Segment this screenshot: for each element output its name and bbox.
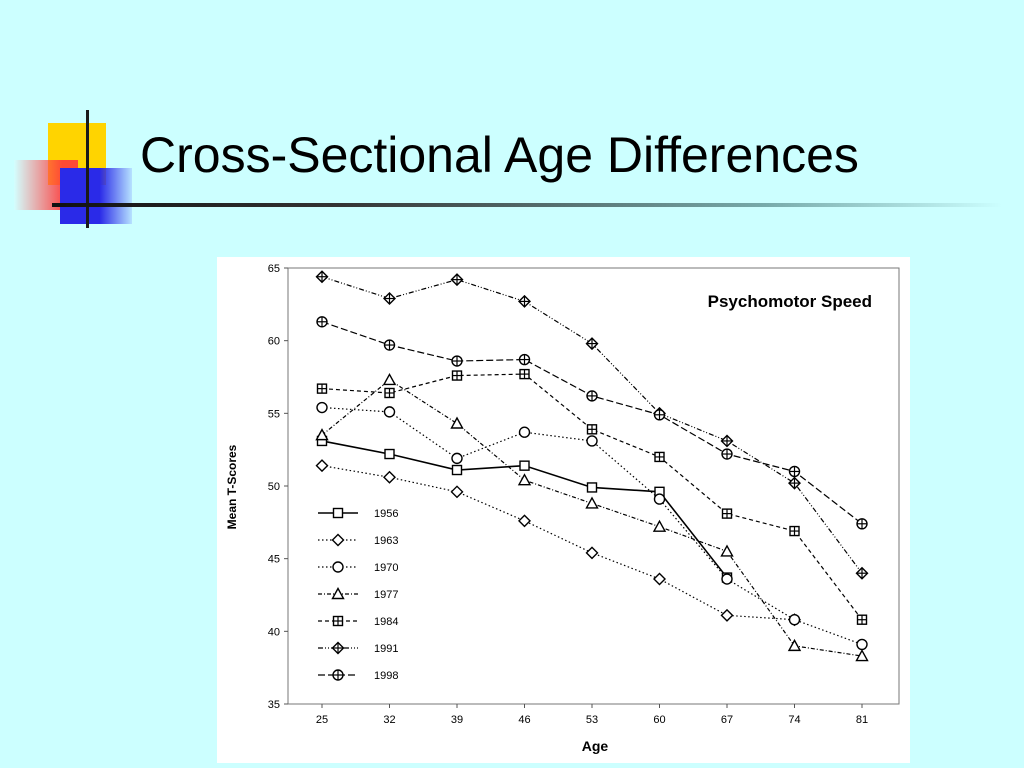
y-tick-label: 55 [268,408,280,420]
legend-item-1963: 1963 [318,533,398,547]
title-underline [52,203,1002,207]
data-point-1977 [382,372,397,386]
series-1977 [315,372,869,662]
data-point-1963 [653,572,666,586]
legend-label: 1970 [374,562,398,574]
data-point-1977 [585,496,599,509]
legend-item-1956: 1956 [318,507,398,520]
data-point-1963 [450,485,464,499]
data-point-1977 [517,473,532,486]
y-tick-label: 40 [268,626,280,638]
legend-label: 1998 [374,670,398,682]
data-point-1956 [586,482,598,493]
data-point-1963 [518,514,531,528]
data-point-1956 [451,464,463,476]
legend-label: 1956 [374,508,398,520]
x-tick-label: 74 [788,714,800,726]
x-tick-label: 81 [856,714,868,726]
legend-marker [331,587,345,600]
data-point-1970 [586,435,598,447]
x-tick-label: 53 [586,714,598,726]
chart-panel: 35 40 45 50 55 60 65 25 32 39 46 53 60 67 74 81 1956 19… [217,257,910,763]
data-point-1977 [315,428,329,441]
x-axis: 25 32 39 46 53 60 67 74 81 [316,704,868,726]
data-point-1963 [585,546,599,560]
y-tick-label: 45 [268,554,280,566]
data-point-1963 [315,459,329,473]
y-tick-label: 60 [268,336,280,348]
x-axis-label: Age [582,738,609,754]
x-tick-label: 39 [451,714,463,726]
series-line-1970 [321,406,863,645]
data-point-1970 [856,638,868,651]
series-line-1984 [321,373,863,621]
data-point-1963 [720,608,734,622]
data-point-1970 [451,452,463,465]
x-tick-label: 32 [383,714,395,726]
series-1998 [316,316,868,530]
data-point-1977 [855,649,869,662]
series-1970 [316,401,868,651]
legend: 1956 1963 1970 1977 1984 1991 1998 [318,507,398,682]
data-point-1977 [652,519,667,532]
y-tick-label: 50 [268,481,280,493]
data-point-1963 [383,470,396,484]
y-tick-label: 65 [268,263,280,275]
data-point-1977 [787,638,802,652]
data-point-1956 [519,460,530,471]
y-tick-label: 35 [268,699,280,711]
legend-item-1991: 1991 [318,641,398,655]
x-tick-label: 67 [721,714,733,726]
data-point-1970 [653,493,666,505]
series-layer [315,270,869,662]
decor-vertical-line [86,110,89,228]
legend-label: 1984 [374,616,398,628]
data-point-1970 [721,573,733,585]
legend-marker [332,507,344,519]
data-point-1977 [450,416,464,429]
series-line-1998 [321,321,863,525]
data-point-1970 [383,406,396,418]
legend-item-1977: 1977 [318,587,398,601]
legend-marker [331,533,345,547]
y-axis: 35 40 45 50 55 60 65 [268,263,288,711]
series-line-1963 [321,465,795,621]
series-1984 [316,368,868,625]
legend-item-1984: 1984 [318,615,398,628]
data-point-1970 [316,401,328,414]
legend-label: 1977 [374,589,398,601]
slide-title: Cross-Sectional Age Differences [140,127,859,183]
data-point-1977 [720,544,734,557]
decor-blue-square [60,168,132,224]
data-point-1970 [788,614,801,626]
y-axis-label: Mean T-Scores [225,444,239,529]
data-point-1970 [518,426,531,438]
series-line-1991 [321,276,863,574]
legend-label: 1963 [374,535,398,547]
legend-item-1970: 1970 [318,561,398,574]
x-tick-label: 25 [316,714,328,726]
legend-item-1998: 1998 [318,669,398,682]
x-tick-label: 46 [518,714,530,726]
series-1956 [316,435,733,583]
data-point-1956 [384,448,395,460]
legend-marker [332,561,344,573]
chart-title: Psychomotor Speed [708,292,872,311]
x-tick-label: 60 [653,714,665,726]
legend-label: 1991 [374,643,398,655]
